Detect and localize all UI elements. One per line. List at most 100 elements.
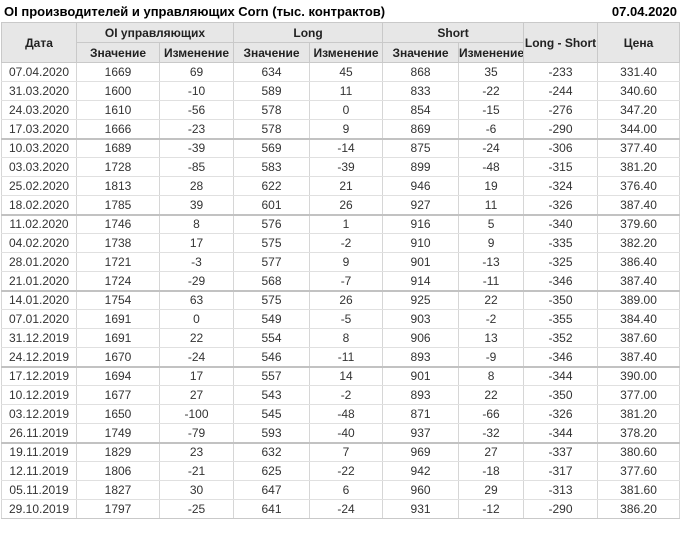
cell-oi-value: 1797	[76, 499, 160, 519]
cell-date: 04.02.2020	[1, 233, 77, 253]
cell-oi-change: 28	[158, 176, 235, 196]
cell-oi-value: 1746	[76, 214, 160, 234]
cell-short-change: 11	[458, 195, 525, 216]
table-row: 05.11.2019 1827 30 647 6 960 29 -313 381.60	[1, 480, 680, 500]
header-short-change: Изменение	[458, 42, 525, 63]
cell-long-change: 7	[309, 442, 384, 462]
cell-price: 381.20	[597, 404, 680, 424]
cell-long-value: 557	[233, 366, 311, 386]
cell-long-short: -352	[523, 328, 599, 348]
cell-price: 377.60	[597, 461, 680, 481]
cell-oi-change: 17	[158, 366, 235, 386]
cell-oi-change: 27	[158, 385, 235, 405]
cell-long-change: 6	[309, 480, 384, 500]
cell-date: 24.12.2019	[1, 347, 77, 368]
cell-short-change: 29	[458, 480, 525, 500]
cell-oi-change: -79	[158, 423, 235, 444]
cell-long-value: 625	[233, 461, 311, 481]
cell-long-short: -344	[523, 366, 599, 386]
cell-date: 31.12.2019	[1, 328, 77, 348]
cell-short-value: 869	[382, 119, 460, 140]
cell-long-value: 578	[233, 119, 311, 140]
cell-price: 386.20	[597, 499, 680, 519]
cell-oi-change: 23	[158, 442, 235, 462]
cell-long-short: -335	[523, 233, 599, 253]
cell-oi-change: 69	[158, 62, 235, 82]
cell-oi-value: 1785	[76, 195, 160, 216]
cell-oi-value: 1806	[76, 461, 160, 481]
cell-short-value: 893	[382, 385, 460, 405]
cell-oi-value: 1724	[76, 271, 160, 292]
table-row: 24.03.2020 1610 -56 578 0 854 -15 -276 347.20	[1, 100, 680, 120]
cell-short-value: 868	[382, 62, 460, 82]
cell-long-change: 0	[309, 100, 384, 120]
cell-long-change: -7	[309, 271, 384, 292]
cell-long-change: 45	[309, 62, 384, 82]
cell-oi-change: -10	[158, 81, 235, 101]
cell-short-value: 927	[382, 195, 460, 216]
cell-long-short: -306	[523, 138, 599, 158]
table-row: 17.03.2020 1666 -23 578 9 869 -6 -290 344.00	[1, 119, 680, 140]
cell-short-value: 969	[382, 442, 460, 462]
cell-short-value: 937	[382, 423, 460, 444]
cell-oi-value: 1600	[76, 81, 160, 101]
cell-oi-value: 1813	[76, 176, 160, 196]
cell-oi-change: -56	[158, 100, 235, 120]
cell-price: 380.60	[597, 442, 680, 462]
cell-short-value: 899	[382, 157, 460, 177]
cell-oi-value: 1689	[76, 138, 160, 158]
cell-oi-value: 1728	[76, 157, 160, 177]
cell-short-value: 833	[382, 81, 460, 101]
cell-oi-value: 1754	[76, 290, 160, 310]
cell-oi-change: -85	[158, 157, 235, 177]
cell-long-value: 568	[233, 271, 311, 292]
cell-long-change: 14	[309, 366, 384, 386]
cell-price: 389.00	[597, 290, 680, 310]
cell-long-value: 641	[233, 499, 311, 519]
cell-oi-change: 30	[158, 480, 235, 500]
cell-long-short: -346	[523, 347, 599, 368]
cell-oi-value: 1749	[76, 423, 160, 444]
cell-price: 387.40	[597, 195, 680, 216]
cell-short-change: 27	[458, 442, 525, 462]
cell-long-change: -22	[309, 461, 384, 481]
cell-oi-value: 1721	[76, 252, 160, 272]
cell-oi-value: 1829	[76, 442, 160, 462]
cell-oi-value: 1650	[76, 404, 160, 424]
cell-date: 10.12.2019	[1, 385, 77, 405]
table-row: 19.11.2019 1829 23 632 7 969 27 -337 380.60	[1, 442, 680, 462]
cell-price: 381.20	[597, 157, 680, 177]
cell-short-change: 22	[458, 385, 525, 405]
cell-oi-change: 17	[158, 233, 235, 253]
cell-short-change: -22	[458, 81, 525, 101]
cell-price: 387.40	[597, 271, 680, 292]
cell-long-value: 554	[233, 328, 311, 348]
cell-long-short: -317	[523, 461, 599, 481]
header-short-value: Значение	[382, 42, 460, 63]
cell-price: 347.20	[597, 100, 680, 120]
cell-long-short: -315	[523, 157, 599, 177]
cell-oi-value: 1670	[76, 347, 160, 368]
table-row: 26.11.2019 1749 -79 593 -40 937 -32 -344 378.20	[1, 423, 680, 444]
table-row: 14.01.2020 1754 63 575 26 925 22 -350 389.00	[1, 290, 680, 310]
cell-price: 379.60	[597, 214, 680, 234]
cell-long-short: -340	[523, 214, 599, 234]
header-date: Дата	[1, 22, 77, 63]
cell-date: 31.03.2020	[1, 81, 77, 101]
header-long-short: Long - Short	[523, 22, 599, 63]
cell-date: 18.02.2020	[1, 195, 77, 216]
cell-price: 377.40	[597, 138, 680, 158]
cell-long-change: 21	[309, 176, 384, 196]
cell-long-short: -326	[523, 404, 599, 424]
cell-oi-change: -21	[158, 461, 235, 481]
table-row: 18.02.2020 1785 39 601 26 927 11 -326 387.40	[1, 195, 680, 216]
cell-price: 386.40	[597, 252, 680, 272]
cell-short-value: 960	[382, 480, 460, 500]
cell-short-change: -11	[458, 271, 525, 292]
table-row: 03.12.2019 1650 -100 545 -48 871 -66 -326 381.20	[1, 404, 680, 424]
cell-long-change: 9	[309, 119, 384, 140]
cell-long-value: 622	[233, 176, 311, 196]
cell-date: 03.12.2019	[1, 404, 77, 424]
cell-short-value: 914	[382, 271, 460, 292]
